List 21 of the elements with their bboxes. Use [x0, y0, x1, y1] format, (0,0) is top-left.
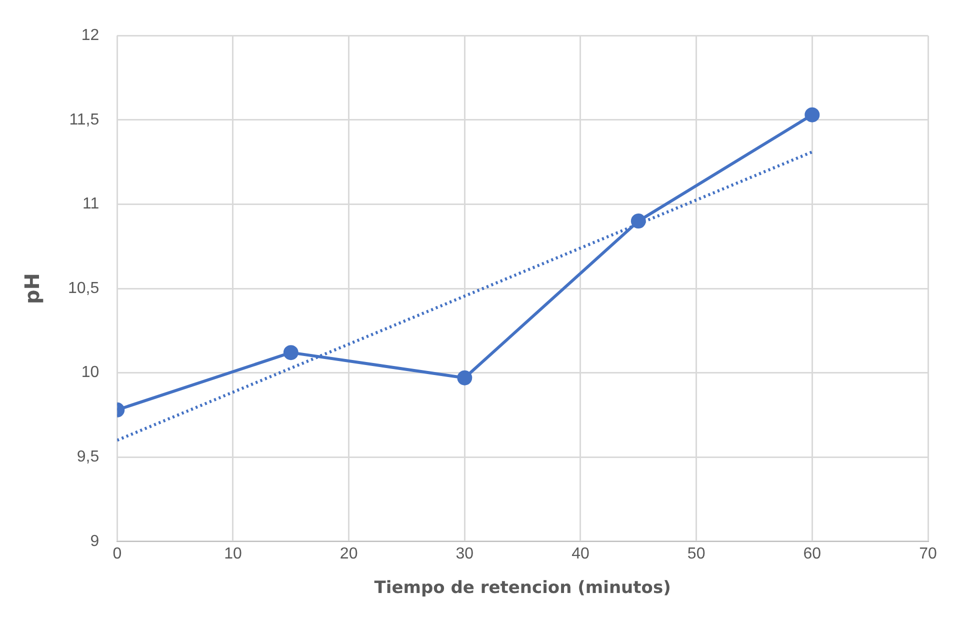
y-tick-label: 10,5 [68, 280, 100, 297]
y-tick-label: 9 [90, 532, 100, 550]
x-tick-label: 40 [572, 545, 590, 562]
point [630, 214, 646, 229]
x-tick-label: 50 [687, 545, 706, 562]
point [283, 345, 298, 360]
y-tick-label: 11,5 [69, 111, 100, 128]
point [457, 370, 472, 386]
x-axis-title: Tiempo de retencion (minutos) [374, 578, 671, 598]
y-tick-label: 9,5 [76, 448, 100, 466]
x-tick-label: 10 [224, 545, 242, 562]
x-tick-label: 60 [803, 545, 822, 562]
point [804, 107, 820, 122]
y-tick-label: 12 [81, 27, 100, 44]
x-tick-label: 0 [112, 545, 122, 562]
x-tick-label: 20 [340, 545, 358, 562]
y-axis-title: pH [20, 272, 44, 304]
y-tick-label: 10 [81, 364, 100, 382]
y-tick-label: 11 [82, 196, 100, 213]
x-tick-label: 30 [456, 545, 474, 562]
x-tick-label: 70 [919, 545, 937, 562]
